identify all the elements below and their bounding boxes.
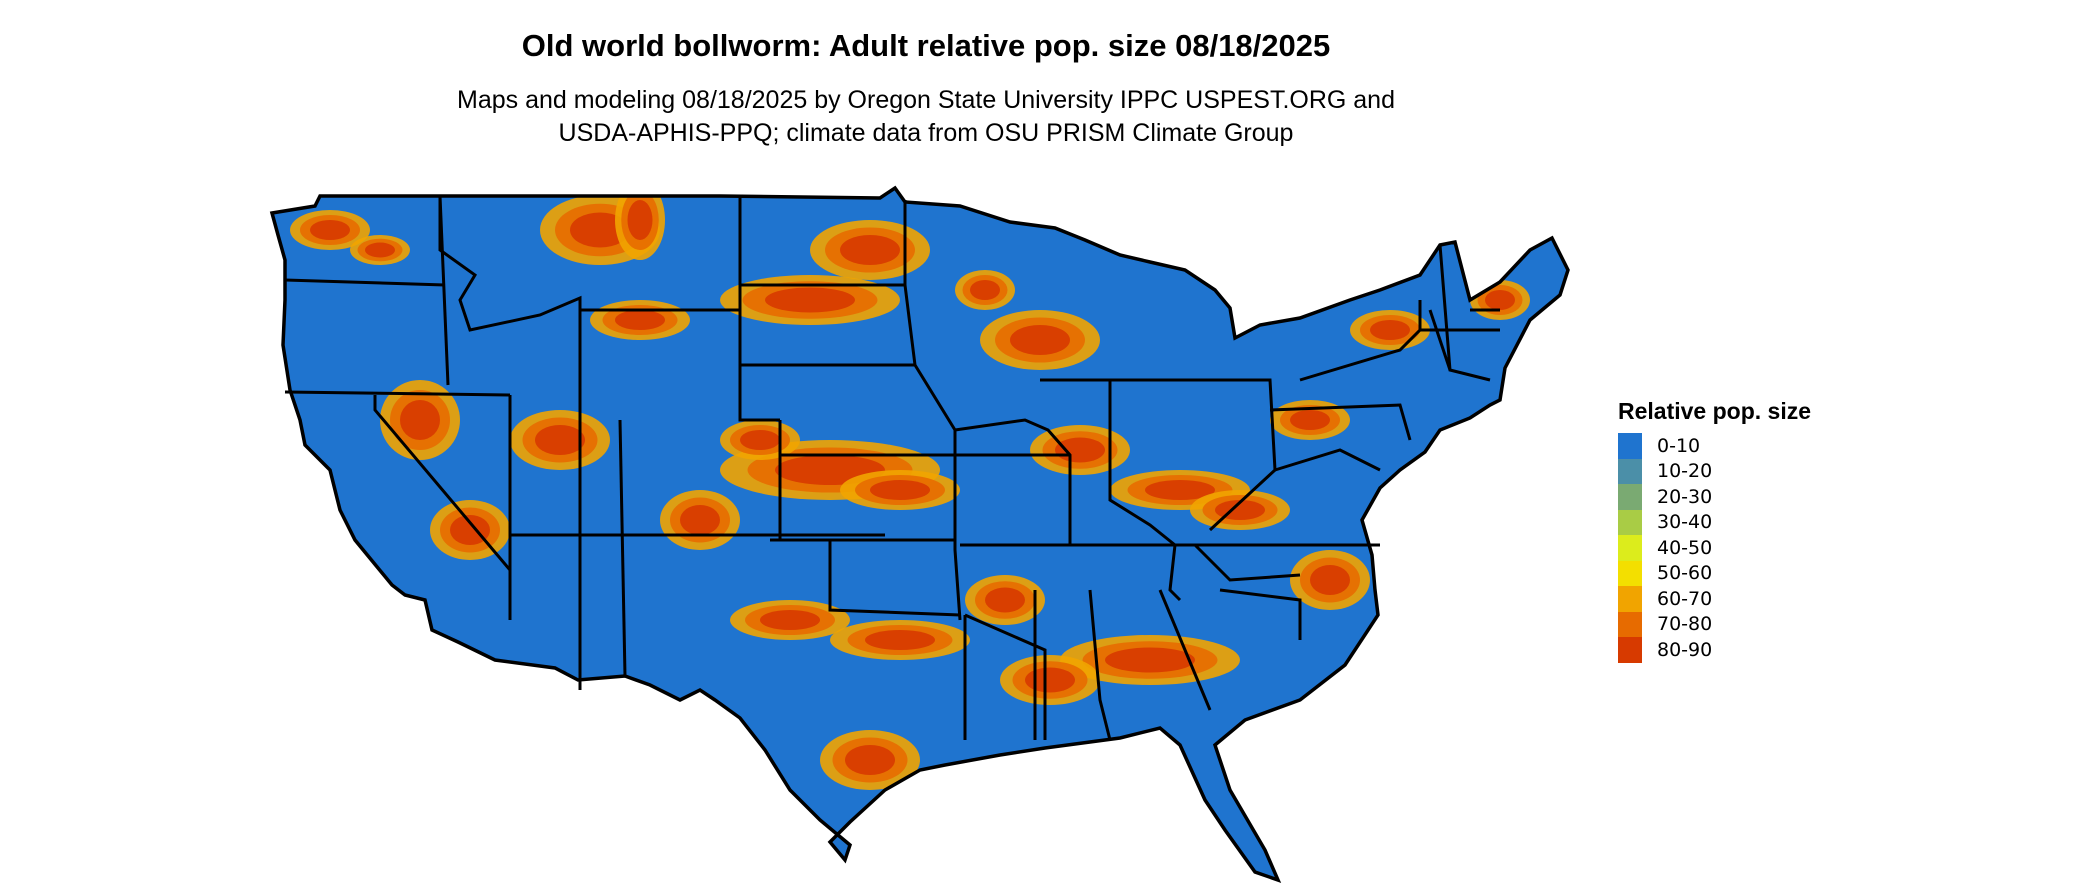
legend-item: 0-10: [1618, 433, 1811, 459]
state-border: [1438, 244, 1491, 382]
legend-label: 30-40: [1657, 511, 1713, 534]
legend-item: 10-20: [1618, 458, 1811, 484]
legend-item: 50-60: [1618, 560, 1811, 586]
population-hotspot: [627, 200, 653, 240]
legend-item: 40-50: [1618, 535, 1811, 561]
population-hotspot: [615, 310, 665, 330]
legend-label: 20-30: [1657, 485, 1713, 508]
population-hotspot: [840, 235, 900, 265]
legend-swatch: [1618, 433, 1642, 459]
legend-swatch: [1618, 458, 1642, 484]
population-hotspot: [1235, 740, 1265, 800]
state-border: [1193, 543, 1301, 582]
legend-swatch: [1618, 509, 1642, 535]
population-hotspot: [1485, 290, 1515, 310]
state-border: [438, 196, 582, 332]
legend-item: 60-70: [1618, 586, 1811, 612]
population-hotspot: [845, 745, 895, 775]
state-border: [373, 395, 512, 571]
state-border: [1168, 544, 1182, 602]
population-hotspot: [1025, 667, 1075, 693]
population-hotspot: [535, 425, 585, 455]
population-hotspot: [310, 220, 350, 240]
state-border: [828, 540, 961, 617]
legend-item: 20-30: [1618, 484, 1811, 510]
legend-label: 0-10: [1657, 434, 1701, 457]
population-hotspot: [1290, 410, 1330, 430]
legend-swatch: [1618, 484, 1642, 510]
legend-swatch: [1618, 535, 1642, 561]
map-title: Old world bollworm: Adult relative pop. …: [521, 28, 1331, 63]
state-border: [903, 200, 962, 621]
population-hotspot: [870, 480, 930, 500]
legend-label: 40-50: [1657, 536, 1713, 559]
population-hotspot: [365, 242, 395, 258]
population-hotspot: [865, 630, 935, 650]
legend-swatch: [1618, 560, 1642, 586]
state-border: [1299, 300, 1422, 382]
population-hotspot: [985, 587, 1025, 613]
legend-item: 70-80: [1618, 611, 1811, 637]
state-border: [284, 278, 446, 287]
state-border: [1088, 589, 1112, 741]
subtitle-line-1: Maps and modeling 08/18/2025 by Oregon S…: [457, 86, 1395, 114]
state-border: [284, 390, 511, 397]
population-hotspot: [760, 610, 820, 630]
population-hotspot: [1240, 750, 1260, 790]
population-hotspot: [970, 280, 1000, 300]
legend-label: 50-60: [1657, 562, 1713, 585]
population-hotspot: [570, 212, 630, 248]
legend-title: Relative pop. size: [1618, 398, 1812, 424]
legend-label: 80-90: [1657, 638, 1713, 661]
legend-item: 80-90: [1618, 637, 1811, 663]
subtitle-line-2: USDA-APHIS-PPQ; climate data from OSU PR…: [558, 119, 1294, 147]
state-border: [964, 613, 1047, 740]
legend-swatch: [1618, 637, 1642, 663]
legend-label: 70-80: [1657, 613, 1713, 636]
state-border: [1274, 448, 1381, 472]
legend-label: 10-20: [1657, 460, 1713, 483]
legend-item: 30-40: [1618, 509, 1811, 535]
state-border: [1158, 589, 1212, 711]
state-border: [954, 418, 1072, 545]
us-map: [270, 186, 1570, 882]
state-border: [1428, 309, 1452, 371]
population-hotspot: [740, 430, 780, 450]
population-hotspot: [680, 505, 720, 535]
legend-swatch: [1618, 586, 1642, 612]
population-hotspot: [1105, 647, 1195, 673]
legend-items: 0-10 10-20 20-30 30-40 40-50 50-60 60-70…: [1618, 433, 1811, 663]
map-legend: Relative pop. size 0-10 10-20 20-30 30-4…: [1618, 398, 1811, 663]
population-hotspot: [450, 515, 490, 545]
state-border: [1110, 378, 1277, 532]
population-hotspot: [765, 287, 855, 313]
legend-swatch: [1618, 611, 1642, 637]
population-hotspot: [400, 400, 440, 440]
state-border: [1219, 588, 1302, 640]
legend-label: 60-70: [1657, 587, 1713, 610]
map-subtitle: Maps and modeling 08/18/2025 by Oregon S…: [0, 84, 1852, 150]
population-hotspot: [1145, 480, 1215, 500]
population-hotspot: [1310, 565, 1350, 595]
population-hotspot: [1010, 325, 1070, 355]
population-hotspot: [1370, 320, 1410, 340]
state-border: [1040, 378, 1176, 547]
state-border: [618, 419, 627, 677]
state-borders: [284, 195, 1500, 741]
state-border: [1269, 403, 1412, 441]
population-hotspot: [1055, 437, 1105, 463]
